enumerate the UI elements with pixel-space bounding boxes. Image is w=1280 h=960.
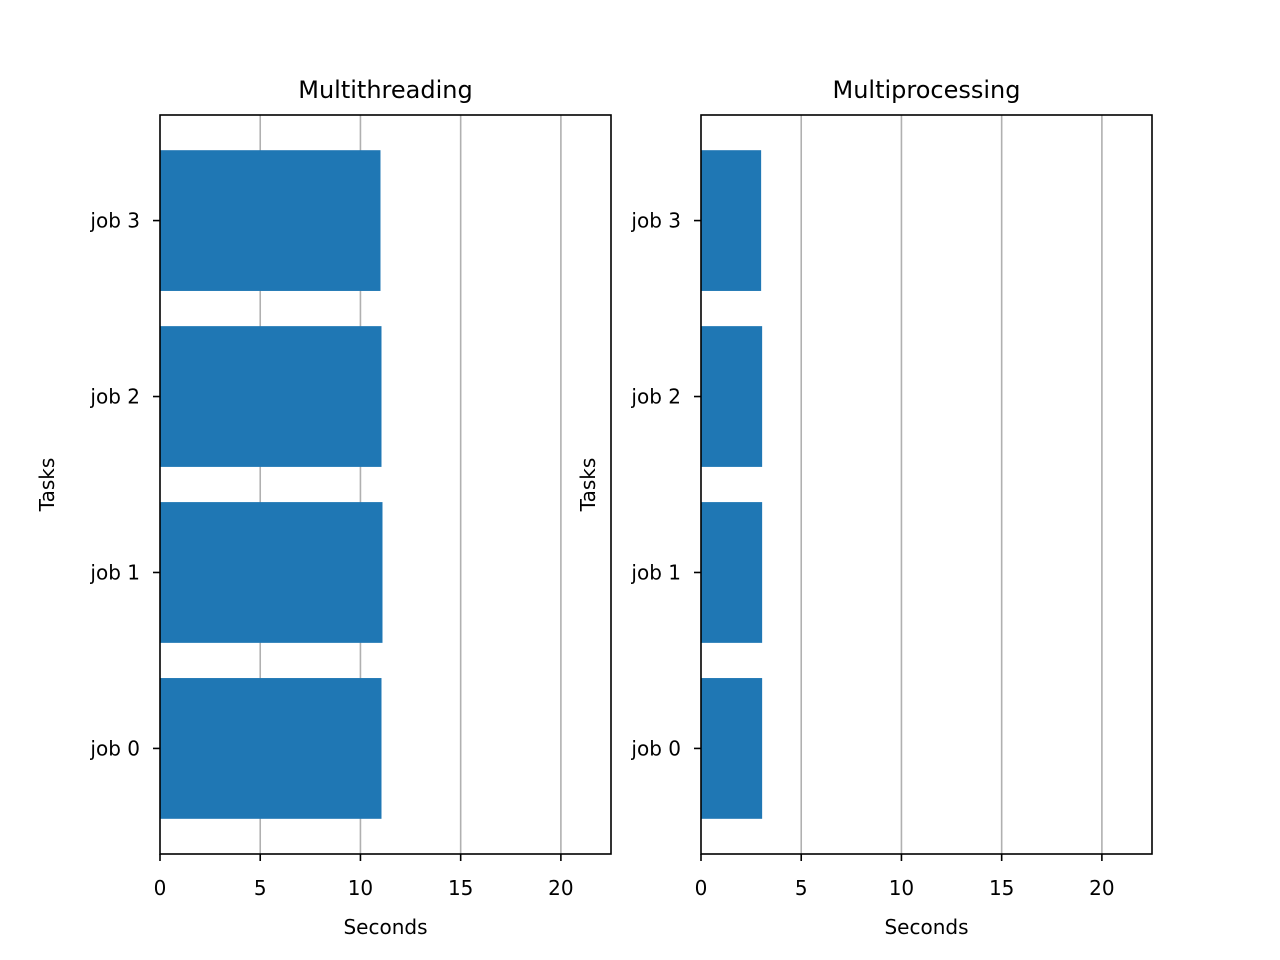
y-axis-label: Tasks: [35, 458, 59, 513]
y-tick-label: job 0: [630, 736, 681, 760]
x-tick-label: 0: [154, 876, 167, 900]
y-axis-label: Tasks: [576, 458, 600, 513]
x-tick-label: 10: [348, 876, 373, 900]
x-tick-label: 5: [254, 876, 267, 900]
x-tick-label: 5: [795, 876, 808, 900]
plot-frame: [159, 114, 612, 855]
bars: [701, 150, 763, 819]
bar: [701, 678, 763, 819]
x-tick-label: 0: [695, 876, 708, 900]
y-tick-label: job 0: [89, 736, 140, 760]
x-tick-label: 20: [1089, 876, 1114, 900]
bar: [701, 150, 762, 291]
x-tick-label: 10: [889, 876, 914, 900]
bar: [701, 326, 763, 467]
x-axis-ticks: 0 5 10 15 20: [695, 854, 1115, 900]
y-axis-ticks: job 0 job 1 job 2 job 3: [89, 209, 160, 760]
bar: [160, 678, 382, 819]
plot-frame: [700, 114, 1153, 855]
bar: [160, 326, 382, 467]
x-tick-label: 20: [548, 876, 573, 900]
y-tick-label: job 3: [630, 209, 681, 233]
bars: [160, 150, 383, 819]
chart-multithreading: 0 5 10 15 20 job 0 job 1 job 2 job 3 Multithrea…: [35, 76, 612, 939]
bar: [160, 150, 381, 291]
y-tick-label: job 3: [89, 209, 140, 233]
y-tick-label: job 1: [89, 560, 140, 584]
x-tick-label: 15: [989, 876, 1014, 900]
chart-title: Multiprocessing: [832, 76, 1020, 104]
chart-title: Multithreading: [298, 76, 472, 104]
y-tick-label: job 1: [630, 560, 681, 584]
bar: [160, 502, 383, 643]
chart-multiprocessing: 0 5 10 15 20 job 0 job 1 job 2 job 3 Multiproce…: [576, 76, 1153, 939]
gridlines: [800, 115, 1103, 854]
y-tick-label: job 2: [89, 385, 140, 409]
x-tick-label: 15: [448, 876, 473, 900]
y-axis-ticks: job 0 job 1 job 2 job 3: [630, 209, 701, 760]
x-axis-label: Seconds: [884, 915, 968, 939]
y-tick-label: job 2: [630, 385, 681, 409]
x-axis-ticks: 0 5 10 15 20: [154, 854, 574, 900]
x-axis-label: Seconds: [343, 915, 427, 939]
bar: [701, 502, 763, 643]
